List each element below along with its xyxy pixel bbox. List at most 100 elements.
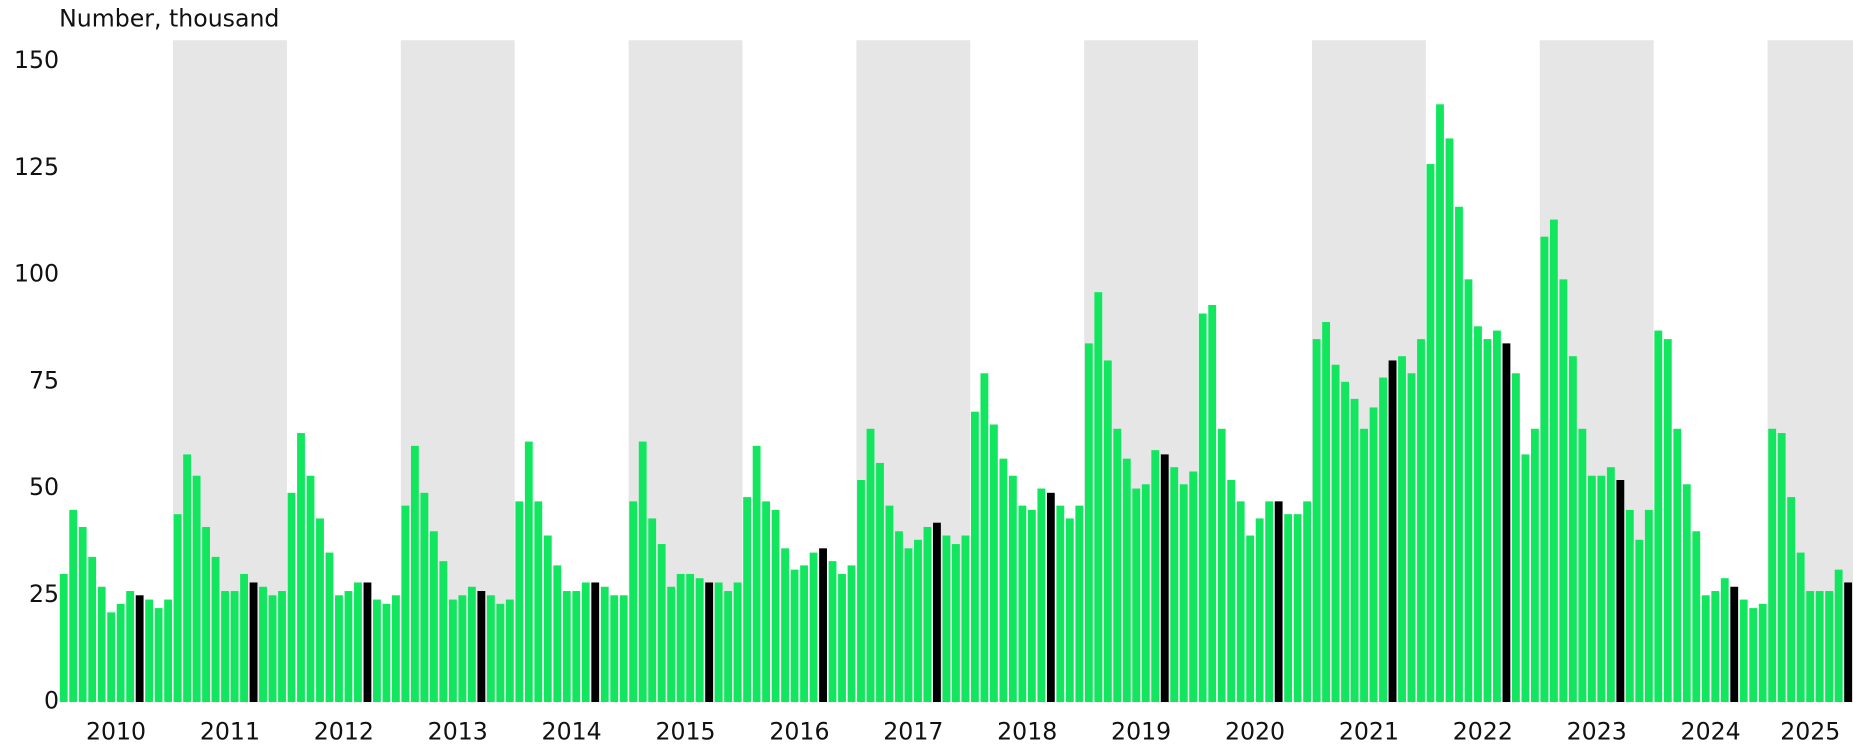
bar [866, 428, 875, 703]
bar [173, 514, 182, 703]
bar [762, 501, 771, 703]
bar [1103, 360, 1112, 703]
bar [1398, 356, 1406, 703]
x-tick-label: 2016 [769, 717, 829, 745]
bar [1274, 501, 1283, 703]
bar [1018, 505, 1027, 703]
bar [1787, 497, 1796, 703]
bar [562, 591, 571, 703]
bar [1198, 313, 1207, 703]
x-tick-label: 2025 [1780, 717, 1840, 745]
bar [619, 595, 628, 703]
x-tick-label: 2019 [1111, 717, 1171, 745]
bar [192, 475, 201, 703]
bar [1303, 501, 1312, 703]
bar [1512, 373, 1520, 703]
bar [1084, 343, 1093, 703]
bar [676, 573, 685, 703]
bar [221, 591, 229, 703]
bar [828, 561, 837, 703]
y-tick-label: 25 [29, 580, 59, 608]
bar [467, 586, 476, 703]
bar [1768, 428, 1777, 703]
bar [1160, 454, 1169, 703]
bar [316, 518, 324, 703]
x-tick-label: 2014 [542, 717, 602, 745]
bar [448, 599, 457, 703]
bar [1388, 360, 1397, 703]
year-shade [628, 40, 743, 703]
bar [686, 573, 695, 703]
bar [743, 497, 752, 703]
bar [69, 509, 78, 703]
bar [847, 565, 856, 703]
bar [1578, 428, 1587, 703]
x-tick-label: 2024 [1681, 717, 1741, 745]
bar [1701, 595, 1710, 703]
bar [1673, 428, 1682, 703]
bar [164, 599, 173, 703]
x-tick-label: 2015 [655, 717, 715, 745]
bar [1075, 505, 1084, 703]
bar [59, 573, 68, 703]
x-tick-label: 2012 [314, 717, 374, 745]
y-tick-label: 125 [14, 153, 59, 181]
bar [1246, 535, 1255, 703]
bar [1236, 501, 1245, 703]
bar [553, 565, 562, 703]
bar [714, 582, 723, 703]
x-tick-label: 2021 [1339, 717, 1399, 745]
bar [1132, 488, 1141, 703]
bar [1834, 569, 1843, 703]
bar [1455, 206, 1463, 703]
bar [752, 445, 761, 703]
chart-title: Number, thousand [59, 5, 279, 33]
y-tick-label: 75 [29, 366, 59, 394]
bar [354, 582, 362, 703]
year-shade [1311, 40, 1426, 703]
bar [259, 586, 267, 703]
bar [306, 475, 315, 703]
bar [1417, 339, 1425, 703]
bar [1663, 339, 1672, 703]
bar [1379, 377, 1387, 703]
bar [1540, 236, 1549, 703]
bar [895, 531, 903, 703]
bar [1692, 531, 1701, 703]
bar [1493, 330, 1501, 703]
bar [610, 595, 619, 703]
bar [581, 582, 590, 703]
bar [1739, 599, 1748, 703]
bar [116, 603, 125, 703]
bar [1094, 292, 1103, 703]
bar [1464, 279, 1473, 703]
bar [1616, 480, 1625, 703]
x-tick-label: 2022 [1453, 717, 1513, 745]
bar [1227, 480, 1236, 703]
bar [230, 591, 239, 703]
bar [1777, 433, 1786, 703]
bar [970, 411, 979, 703]
bar [809, 552, 818, 703]
bar [1502, 343, 1511, 703]
bar [838, 573, 846, 703]
bar [572, 591, 581, 703]
bar [211, 556, 220, 703]
bar [1255, 518, 1264, 703]
bar [154, 608, 163, 703]
bar [1122, 458, 1131, 703]
bar [695, 578, 704, 703]
bar [1625, 509, 1634, 703]
bar [392, 595, 400, 703]
bar [933, 522, 941, 703]
bar [505, 599, 514, 703]
bar [1806, 591, 1815, 703]
y-tick-label: 50 [29, 473, 59, 501]
bar [914, 539, 922, 703]
x-tick-label: 2023 [1567, 717, 1627, 745]
bar [1474, 326, 1482, 703]
bar [1758, 603, 1767, 703]
bar [980, 373, 989, 703]
bar [1284, 514, 1293, 703]
